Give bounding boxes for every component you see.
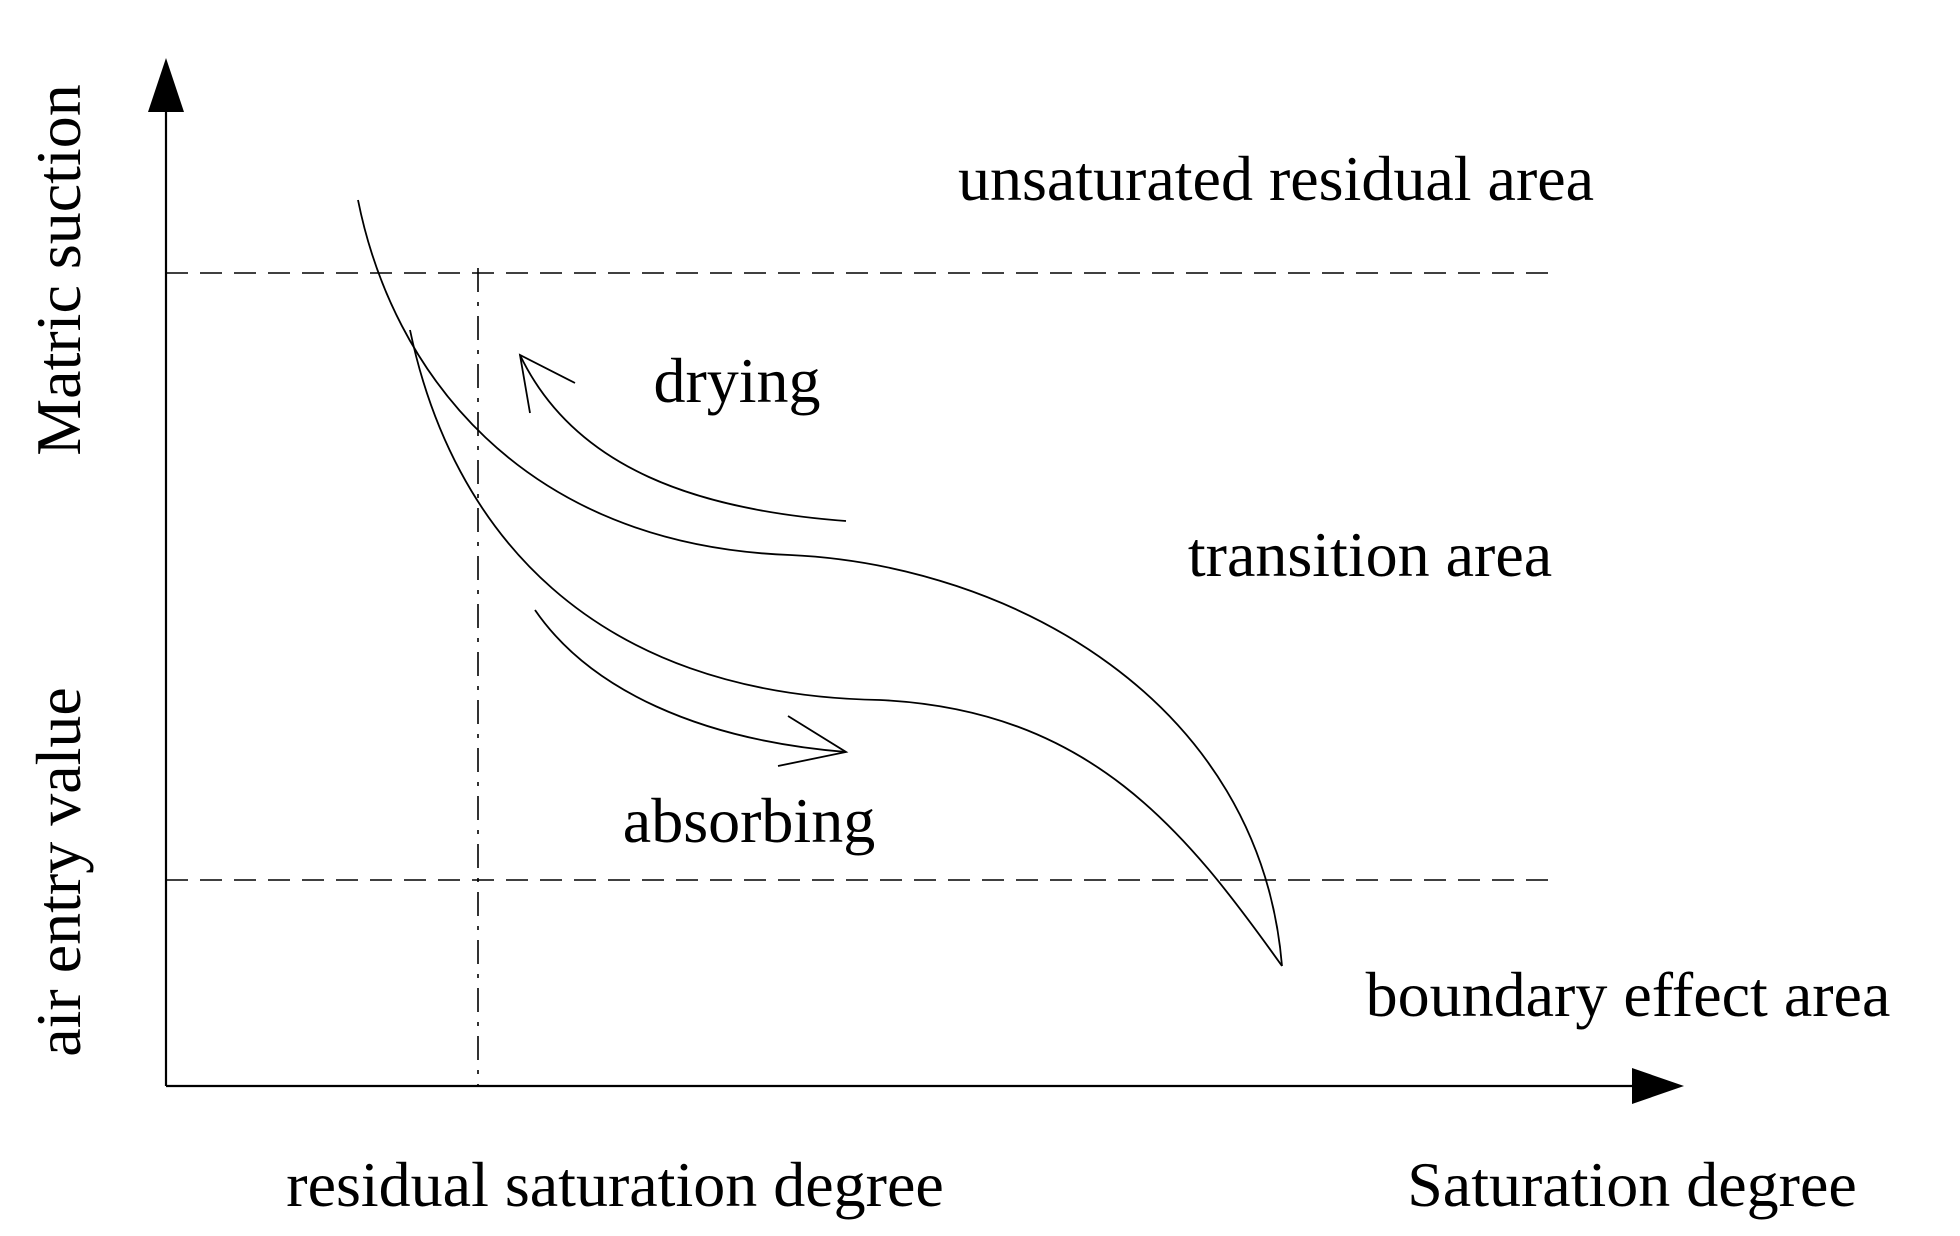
transition-area-label: transition area xyxy=(1188,519,1552,590)
y-axis-arrowhead xyxy=(148,58,184,112)
process-arrows xyxy=(518,353,849,767)
drying-arrowhead xyxy=(518,353,576,414)
air-entry-value-label: air entry value xyxy=(23,687,94,1057)
reference-lines xyxy=(166,268,1556,1086)
characteristic-curves xyxy=(357,199,1283,967)
drying-curve xyxy=(357,199,1283,967)
drying-arrow xyxy=(519,354,847,522)
boundary-effect-area-label: boundary effect area xyxy=(1366,959,1891,1030)
absorbing-arrowhead xyxy=(777,715,849,767)
x-axis-arrowhead xyxy=(1632,1068,1684,1104)
absorbing-arrow xyxy=(534,609,847,753)
residual-saturation-label: residual saturation degree xyxy=(286,1149,944,1220)
y-axis-label: Matric suction xyxy=(23,84,94,455)
absorbing-curve xyxy=(409,329,1283,967)
absorbing-label: absorbing xyxy=(623,785,875,856)
x-axis-label: Saturation degree xyxy=(1407,1149,1857,1220)
drying-label: drying xyxy=(653,345,820,416)
unsaturated-residual-area-label: unsaturated residual area xyxy=(958,143,1594,214)
